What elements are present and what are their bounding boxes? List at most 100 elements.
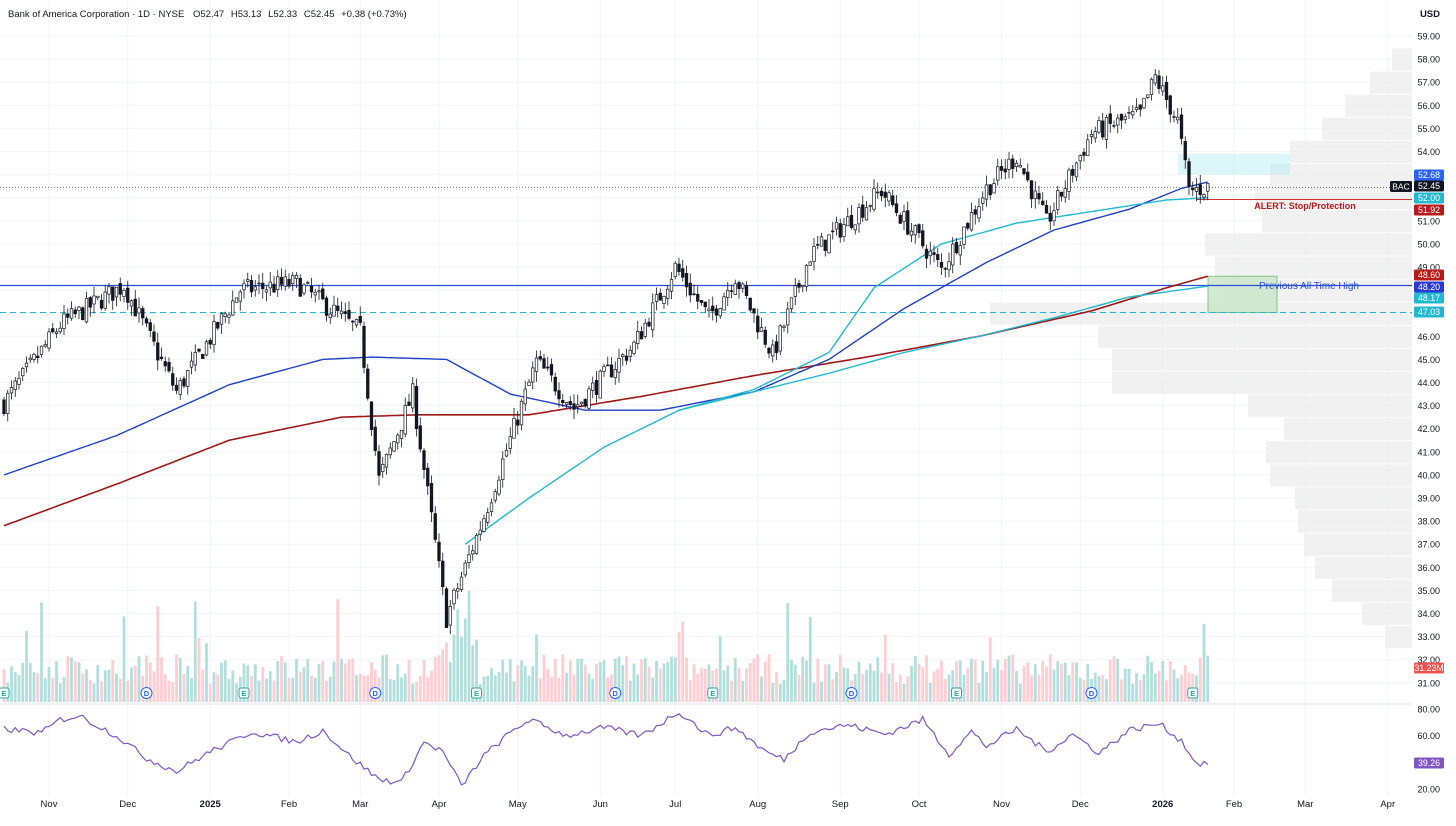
- earnings-marker[interactable]: E: [951, 687, 962, 699]
- candle: [186, 369, 190, 395]
- volume-bar: [1153, 673, 1157, 702]
- volume-bar: [336, 599, 340, 702]
- candle: [358, 306, 362, 326]
- candle: [381, 457, 385, 478]
- ath-label: Previous All Time High: [1259, 281, 1359, 292]
- dividend-marker[interactable]: D: [369, 687, 382, 699]
- volume-bar: [748, 663, 752, 702]
- volume-profile-bar: [1304, 533, 1412, 556]
- candle: [47, 328, 51, 352]
- volume-bar: [827, 664, 831, 702]
- cyan-zone: [1177, 153, 1291, 175]
- volume-bar: [115, 673, 118, 702]
- volume-bar: [253, 664, 257, 702]
- volume-bar: [55, 661, 58, 702]
- dividend-marker[interactable]: D: [609, 687, 622, 699]
- volume-bar: [1030, 675, 1033, 702]
- dividend-marker[interactable]: D: [845, 687, 858, 699]
- volume-profile-bar: [1270, 164, 1412, 187]
- volume-bar: [452, 634, 456, 702]
- candle: [234, 297, 239, 303]
- volume-profile-bar: [1322, 117, 1412, 140]
- volume-profile-bar: [1370, 71, 1412, 94]
- volume-bar: [486, 675, 490, 702]
- volume-bar: [988, 637, 992, 702]
- volume-bar: [1071, 662, 1075, 702]
- volume-bar: [628, 680, 632, 702]
- volume-bar: [572, 674, 576, 702]
- volume-bar: [88, 679, 92, 702]
- volume-bar: [666, 661, 670, 702]
- price-tick: 56.00: [1417, 101, 1440, 111]
- price-tick: 45.00: [1417, 355, 1440, 365]
- candle: [673, 261, 677, 280]
- time-tick: Jul: [669, 799, 681, 810]
- svg-text:D: D: [373, 689, 379, 698]
- candle: [1033, 181, 1037, 209]
- candle: [741, 282, 745, 293]
- volume-bar: [512, 681, 516, 702]
- earnings-marker[interactable]: E: [707, 687, 719, 699]
- candle: [43, 340, 47, 349]
- candle: [546, 356, 550, 372]
- candle: [1078, 154, 1082, 170]
- earnings-marker[interactable]: E: [1187, 687, 1199, 699]
- high-label: H: [231, 9, 238, 20]
- candle: [51, 323, 55, 334]
- volume-bar: [1116, 658, 1120, 702]
- dividend-marker[interactable]: D: [140, 687, 153, 699]
- volume-bar: [36, 673, 40, 702]
- volume-bar: [947, 674, 951, 702]
- rsi-tick: 20.00: [1417, 784, 1440, 794]
- candle: [231, 290, 235, 316]
- candle: [924, 244, 929, 269]
- candle: [144, 316, 149, 328]
- svg-text:47.03: 47.03: [1418, 307, 1440, 317]
- volume-bar: [156, 606, 160, 702]
- volume-bar: [291, 677, 295, 702]
- volume-bar: [28, 662, 32, 702]
- candlesticks[interactable]: [2, 68, 1210, 634]
- candle: [1131, 105, 1135, 119]
- candle: [1164, 75, 1169, 109]
- candle: [332, 295, 336, 317]
- volume-bar: [531, 666, 535, 702]
- volume-bar: [362, 675, 366, 702]
- earnings-marker[interactable]: E: [238, 687, 250, 699]
- candle: [1127, 106, 1131, 120]
- volume-bar: [1161, 661, 1165, 702]
- candle: [201, 353, 205, 359]
- low-value: 52.33: [273, 9, 297, 20]
- candle: [133, 289, 137, 317]
- volume-bar: [707, 664, 711, 702]
- svg-text:52.00: 52.00: [1418, 193, 1440, 203]
- candle: [429, 475, 434, 522]
- volume-bar: [508, 659, 512, 702]
- volume-bar: [370, 662, 373, 702]
- candle: [658, 288, 662, 301]
- volume-bar: [332, 661, 336, 702]
- candle: [482, 514, 486, 533]
- earnings-marker[interactable]: E: [0, 687, 10, 699]
- volume-bar: [1105, 679, 1108, 702]
- earnings-marker[interactable]: E: [471, 687, 482, 699]
- volume-bar: [962, 674, 966, 702]
- candle: [553, 372, 557, 396]
- volume-bar: [182, 674, 186, 702]
- volume-bar: [475, 639, 478, 702]
- volume-bar: [711, 670, 715, 702]
- volume-bar: [186, 666, 190, 702]
- volume-bar: [167, 680, 171, 702]
- dividend-marker[interactable]: D: [1085, 687, 1098, 699]
- volume-bar: [546, 669, 550, 702]
- volume-bar: [130, 667, 133, 702]
- volume-bar: [703, 668, 707, 702]
- volume-bar: [351, 658, 355, 702]
- volume-bar: [407, 659, 411, 702]
- volume-bar: [10, 666, 13, 702]
- time-tick: Nov: [41, 799, 58, 810]
- time-tick: Nov: [993, 799, 1010, 810]
